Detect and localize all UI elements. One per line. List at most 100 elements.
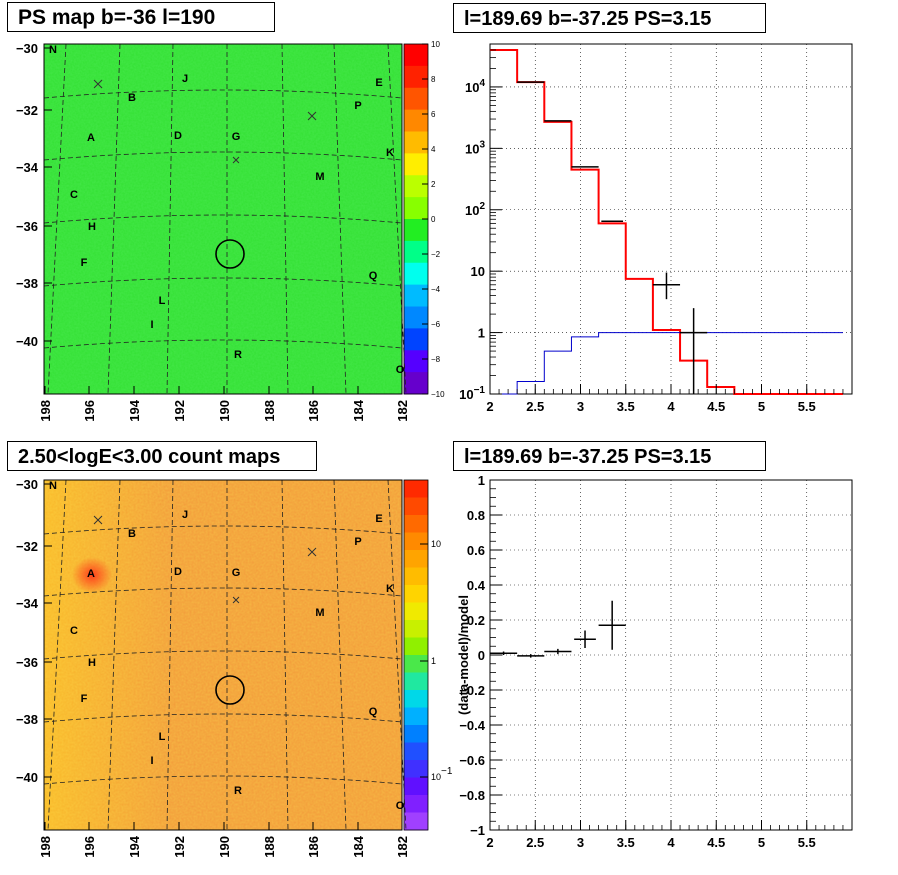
residual-point — [574, 630, 596, 648]
colorbar-swatch — [404, 620, 428, 638]
ps-map-axes: −30 −32 −34 −36 −38 −40 198 196 194 192 190 188 186 1… — [16, 41, 410, 422]
source-label: D — [174, 130, 182, 142]
source-label: N — [49, 44, 57, 56]
colorbar-swatch — [404, 372, 428, 395]
colorbar-swatch — [404, 725, 428, 743]
y-tick-label: −36 — [16, 219, 38, 234]
y-tick-label: −38 — [16, 712, 38, 727]
residual-point — [490, 651, 518, 655]
colorbar-swatch — [404, 65, 428, 89]
source-label: L — [159, 731, 166, 743]
colorbar-tick-label: −6 — [431, 320, 441, 329]
source-label: Q — [369, 270, 378, 282]
source-label: C — [70, 189, 78, 201]
source-label: B — [128, 528, 136, 540]
source-label: M — [315, 607, 324, 619]
y-tick-label: −32 — [16, 539, 38, 554]
colorbar-tick-label: 2 — [431, 180, 436, 189]
source-label: F — [81, 257, 88, 269]
data-point — [680, 308, 708, 394]
colorbar-swatch — [404, 262, 428, 286]
x-tick-label: 184 — [351, 399, 366, 421]
x-tick-label: 4 — [667, 399, 675, 414]
y-tick-label: 10−1 — [459, 385, 485, 402]
x-tick-label: 188 — [262, 836, 277, 858]
bright-source-a — [72, 557, 112, 593]
colorbar-swatch — [404, 707, 428, 726]
x-tick-label: 188 — [262, 400, 277, 422]
colorbar-tick-label: 1 — [431, 656, 436, 666]
source-label: N — [49, 480, 57, 492]
source-label: R — [234, 785, 242, 797]
source-label: E — [375, 513, 382, 525]
colorbar-swatch — [404, 131, 428, 154]
colorbar-tick-label: 10−1 — [431, 766, 453, 782]
x-tick-label: 184 — [351, 835, 366, 857]
colorbar-swatch — [404, 44, 428, 67]
colorbar-swatch — [404, 497, 428, 516]
ps-map-coordinate-grid — [43, 43, 407, 395]
y-tick-label: −38 — [16, 276, 38, 291]
colorbar-swatch — [404, 742, 428, 761]
x-tick-label: 2.5 — [526, 835, 544, 850]
x-tick-label: 5 — [758, 399, 765, 414]
colorbar-swatch — [404, 777, 428, 796]
colorbar-tick-label: 10 — [431, 539, 441, 549]
colorbar-swatch — [404, 637, 428, 656]
y-tick-label: −0.6 — [459, 753, 485, 768]
source-label: H — [88, 657, 96, 669]
y-tick-label: −34 — [16, 596, 39, 611]
colorbar-tick-label: 8 — [431, 75, 436, 84]
colorbar-swatch — [404, 219, 428, 242]
colorbar-tick-label: −4 — [431, 285, 441, 294]
colorbar-swatch — [404, 760, 428, 778]
y-tick-label: −0.2 — [459, 683, 485, 698]
count-map-coordinate-grid — [43, 479, 407, 831]
residual-point — [517, 654, 545, 658]
data-point — [652, 272, 681, 300]
x-tick-label: 194 — [127, 399, 142, 421]
ps-map-source-labels: N J E B P A D G K C M H F Q LI R O — [49, 44, 405, 376]
source-label: L — [159, 295, 166, 307]
x-tick-label: 3.5 — [617, 399, 635, 414]
residual-ylabel: (data-model)/model — [456, 595, 471, 715]
source-label: R — [234, 349, 242, 361]
source-label: A — [87, 132, 95, 144]
count-map-colorbar: 10 1 10−1 — [403, 479, 453, 831]
model-component-line — [490, 332, 843, 395]
source-label: J — [182, 73, 188, 85]
colorbar-tick-label: −10 — [431, 390, 445, 399]
x-tick-label: 186 — [306, 400, 321, 422]
y-tick-label: 104 — [465, 78, 485, 95]
ps-map-noise — [44, 44, 402, 394]
colorbar-tick-label: 10 — [431, 40, 440, 49]
source-label: P — [354, 536, 361, 548]
source-label: K — [386, 583, 394, 595]
y-tick-label: −0.8 — [459, 788, 485, 803]
y-tick-label: 0.4 — [467, 578, 486, 593]
x-tick-label: 5.5 — [798, 399, 816, 414]
source-label: A — [87, 568, 95, 580]
colorbar-tick-label: 6 — [431, 110, 436, 119]
ps-map-colorbar: 10 8 6 4 2 0 −2 −4 −6 −8 −10 — [403, 40, 445, 399]
y-tick-label: 10 — [471, 264, 485, 279]
count-map-title: 2.50<logE<3.00 count maps — [7, 441, 317, 471]
x-tick-label: 182 — [395, 836, 410, 858]
x-tick-label: 5.5 — [798, 835, 816, 850]
x-tick-label: 4 — [667, 835, 675, 850]
count-map-axes: −30 −32 −34 −36 −38 −40 198 196 194 192 190 188 186 1… — [16, 477, 410, 858]
colorbar-swatch — [404, 480, 428, 498]
source-label: E — [375, 77, 382, 89]
colorbar-swatch — [404, 672, 428, 691]
x-tick-label: 3 — [577, 399, 584, 414]
colorbar-swatch — [404, 350, 428, 373]
target-circle-2 — [215, 675, 245, 705]
x-tick-label: 196 — [82, 400, 97, 422]
y-tick-label: 1 — [478, 326, 485, 341]
source-label: G — [232, 567, 241, 579]
source-label: G — [232, 131, 241, 143]
y-tick-label: 103 — [465, 139, 485, 156]
residual-grid — [489, 479, 852, 831]
colorbar-swatch — [404, 306, 428, 329]
x-tick-label: 4.5 — [707, 399, 725, 414]
